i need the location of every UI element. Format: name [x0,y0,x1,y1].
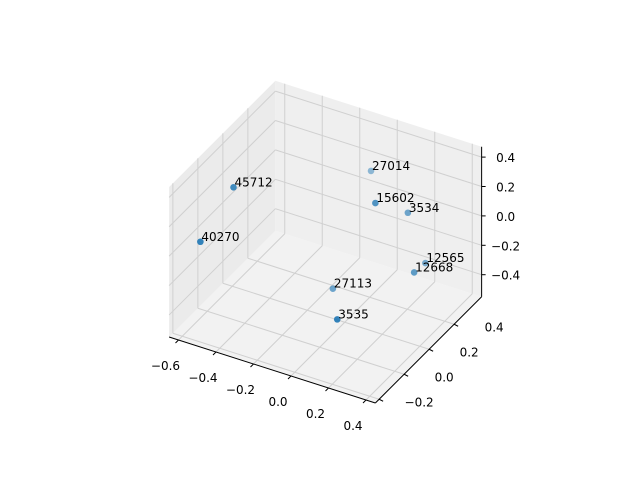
point-label: 15602 [376,191,414,205]
x-axis-line [168,336,376,404]
gridline [168,178,276,286]
data-point [422,259,429,267]
gridline [275,149,482,217]
y-tick-label: −0.2 [405,395,434,409]
gridline [328,281,436,389]
y-tick-label: 0.0 [435,370,454,384]
gridline [197,307,405,375]
gridline [275,178,482,246]
y-tick [453,323,459,327]
gridline [275,120,482,187]
data-point [333,316,341,323]
gridline [168,90,276,198]
x-tick [325,387,329,392]
x-tick [362,399,367,404]
data-point [197,238,204,246]
gridline [275,90,482,158]
x-tick [175,339,179,344]
z-tick-label: 0.2 [496,181,515,195]
point-label: 12565 [426,251,464,265]
y-tick [428,348,434,352]
gridline [222,282,430,350]
point-label: 45712 [235,175,273,189]
y-tick-label: 0.4 [485,320,504,334]
point-label: 3534 [409,201,440,215]
x-tick [287,375,292,380]
x-tick-label: 0.0 [268,395,287,409]
x-tick-label: 0.2 [306,407,325,421]
z-tick-label: 0.0 [496,210,515,224]
gridline [290,269,398,377]
data-point [329,285,337,293]
x-tick [212,351,217,356]
z-tick-label: 0.4 [496,151,515,165]
gridline [168,120,276,228]
left-pane [169,80,276,337]
x-tick-label: −0.4 [188,371,217,385]
y-tick [378,398,384,402]
z-tick-label: −0.4 [491,269,520,283]
z-tick-label: −0.2 [491,239,520,253]
data-point [230,184,237,191]
point-label: 12668 [415,260,453,274]
floor-pane [169,230,482,403]
data-point [367,167,375,175]
point-label: 27113 [334,277,372,291]
point-label: 40270 [201,230,239,244]
x-tick-label: 0.4 [343,419,362,433]
gridline [215,245,323,353]
gridline [172,332,380,400]
data-point [410,269,418,276]
gridline [168,208,276,316]
point-label: 27014 [372,159,410,173]
gridline [365,293,473,401]
x-tick-label: −0.2 [226,383,255,397]
back-pane [275,80,482,297]
gridline [247,257,455,325]
gridline [275,208,482,276]
x-tick-label: −0.6 [151,359,180,373]
data-point [404,209,412,217]
gridline [168,149,276,257]
x-tick [250,363,254,368]
gridline [253,257,361,365]
y-axis-line [375,296,482,404]
y-tick-label: 0.2 [460,345,479,359]
gridline [178,233,286,341]
data-point [372,199,379,207]
y-tick [403,373,409,377]
point-label: 3535 [338,307,369,321]
